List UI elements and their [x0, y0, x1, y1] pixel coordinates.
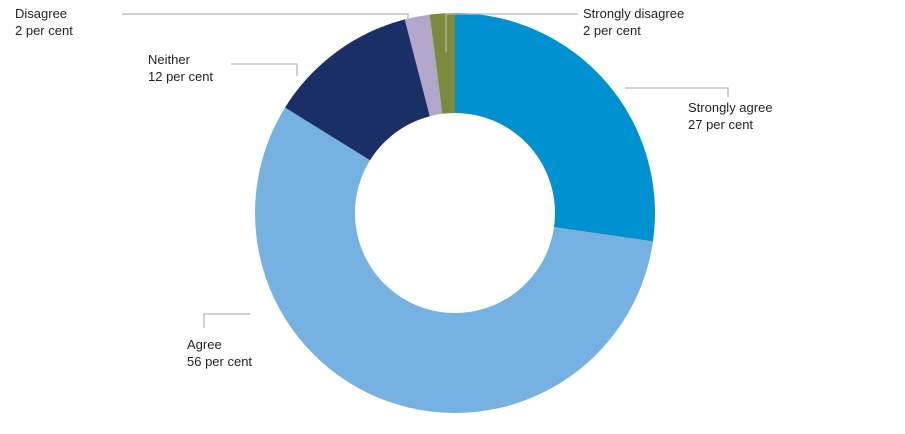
callout-line-strongly-disagree — [445, 13, 578, 52]
label-strongly-agree-value: 27 per cent — [688, 117, 754, 132]
donut-slice-agree — [254, 107, 653, 413]
callout-line-neither — [231, 63, 298, 76]
label-disagree-value: 2 per cent — [15, 23, 73, 38]
label-strongly-agree: Strongly agree 27 per cent — [688, 99, 773, 133]
callout-line-strongly-agree — [625, 87, 729, 97]
label-neither-title: Neither — [148, 52, 190, 67]
label-strongly-disagree-title: Strongly disagree — [583, 6, 685, 21]
label-agree-title: Agree — [187, 337, 222, 352]
label-agree-value: 56 per cent — [187, 354, 253, 369]
callout-line-agree — [203, 313, 250, 328]
label-strongly-agree-title: Strongly agree — [688, 100, 773, 115]
label-strongly-disagree: Strongly disagree 2 per cent — [583, 5, 684, 39]
label-strongly-disagree-value: 2 per cent — [583, 23, 641, 38]
label-agree: Agree 56 per cent — [187, 336, 252, 370]
donut-slices — [254, 13, 655, 413]
label-neither-value: 12 per cent — [148, 69, 214, 84]
donut-slice-strongly-agree — [455, 13, 655, 242]
donut-slice-neither — [285, 19, 430, 161]
callout-lines — [122, 13, 729, 328]
callout-line-disagree — [122, 13, 409, 21]
label-disagree: Disagree 2 per cent — [15, 5, 73, 39]
label-disagree-title: Disagree — [15, 6, 68, 21]
label-neither: Neither 12 per cent — [148, 51, 213, 85]
donut-slice-disagree — [404, 14, 443, 117]
donut-slice-strongly-disagree — [429, 13, 455, 114]
